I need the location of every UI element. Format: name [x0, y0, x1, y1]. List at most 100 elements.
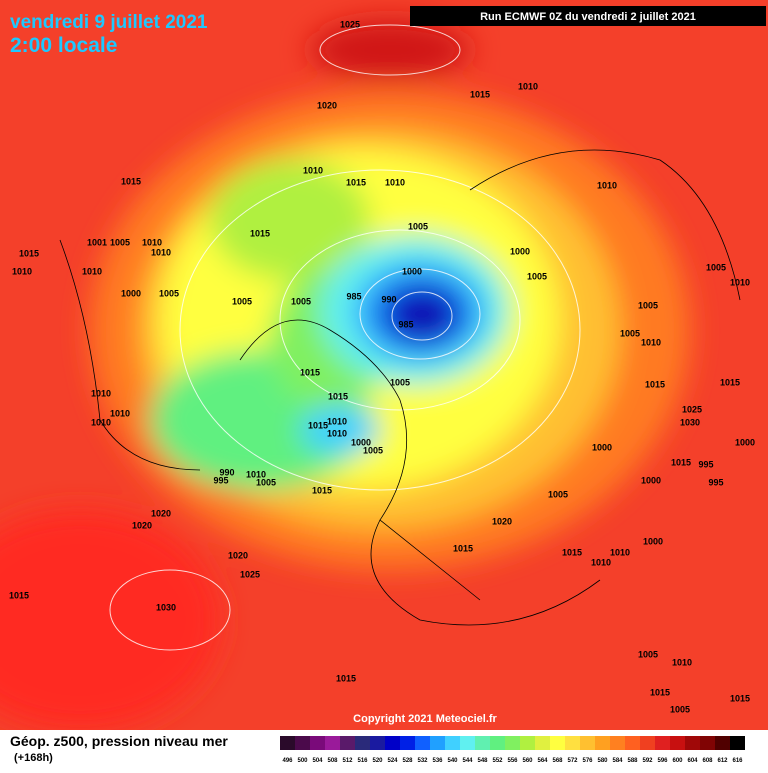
run-box [410, 6, 766, 26]
legend-title: Géop. z500, pression niveau mer [10, 733, 228, 749]
isobar-label: 1010 [12, 266, 32, 276]
isobar-label: 1015 [346, 177, 366, 187]
copyright: Copyright 2021 Meteociel.fr [353, 713, 497, 725]
isobar-label: 1015 [250, 228, 270, 238]
scale-label: 540 [447, 758, 458, 764]
isobar-label: 1015 [336, 673, 356, 683]
scale-label: 532 [417, 758, 428, 764]
color-scale: 496 500 504 508 512 516 520 524 528 532 536 540 544 5… [280, 736, 745, 764]
scale-label: 588 [627, 758, 638, 764]
scale-swatch [700, 736, 715, 750]
scale-swatch [310, 736, 325, 750]
isobar-label: 1005 [159, 288, 179, 298]
scale-label: 544 [462, 758, 473, 764]
isobar-label: 995 [213, 475, 228, 485]
isobar-label: 1010 [151, 247, 171, 257]
scale-swatch [430, 736, 445, 750]
scale-label: 512 [342, 758, 353, 764]
scale-swatch [715, 736, 730, 750]
isobar-label: 995 [708, 477, 723, 487]
isobar-label: 1010 [597, 180, 617, 190]
scale-label: 608 [702, 758, 713, 764]
isobar-label: 1000 [735, 437, 755, 447]
isobar-label: 1015 [9, 590, 29, 600]
scale-label: 576 [582, 758, 593, 764]
isobar-label: 1010 [385, 177, 405, 187]
isobar-label: 1010 [518, 81, 538, 91]
isobar-label: 1000 [351, 437, 371, 447]
isobar-label: 1015 [720, 377, 740, 387]
scale-label: 584 [612, 758, 623, 764]
scale-label: 520 [372, 758, 383, 764]
isobar-label: 990 [381, 294, 396, 304]
scale-swatch [610, 736, 625, 750]
isobar-label: 990 [219, 467, 234, 477]
isobar-label: 1020 [151, 508, 171, 518]
isobar-label: 1000 [641, 475, 661, 485]
scale-swatch [655, 736, 670, 750]
scale-label: 516 [357, 758, 368, 764]
isobar-label: 1030 [680, 417, 700, 427]
run-info: Run ECMWF 0Z du vendredi 2 juillet 2021 [480, 11, 696, 23]
isobar-label: 1015 [470, 89, 490, 99]
isobar-label: 1005 [638, 300, 658, 310]
isobar-label: 1030 [156, 602, 176, 612]
isobar-label: 1010 [91, 388, 111, 398]
scale-swatch [325, 736, 340, 750]
isobar-label: 1020 [132, 520, 152, 530]
forecast-date: vendredi 9 juillet 2021 [10, 12, 208, 33]
scale-swatch [505, 736, 520, 750]
scale-swatch [625, 736, 640, 750]
isobar-label: 1015 [121, 176, 141, 186]
isobar-label: 1005 [291, 296, 311, 306]
isobar-label: 1000 [121, 288, 141, 298]
isobar-label: 1025 [240, 569, 260, 579]
scale-swatch [640, 736, 655, 750]
legend-subtitle: (+168h) [14, 752, 53, 764]
scale-swatch [400, 736, 415, 750]
scale-swatch [460, 736, 475, 750]
isobar-label: 1015 [308, 420, 328, 430]
scale-label: 616 [732, 758, 743, 764]
isobar-label: 1005 [363, 445, 383, 455]
isobar-label: 1010 [142, 237, 162, 247]
isobar-label: 1020 [492, 516, 512, 526]
scale-label: 568 [552, 758, 563, 764]
scale-swatch [340, 736, 355, 750]
isobar-label: 995 [698, 459, 713, 469]
isobar-label: 1020 [228, 550, 248, 560]
scale-label: 496 [282, 758, 293, 764]
isobar-label: 1010 [641, 337, 661, 347]
isobar-label: 985 [398, 319, 413, 329]
scale-swatch [280, 736, 295, 750]
isobar-label: 1015 [562, 547, 582, 557]
scale-swatch [565, 736, 580, 750]
scale-swatch [535, 736, 550, 750]
scale-swatch [295, 736, 310, 750]
scale-label: 500 [297, 758, 308, 764]
isobar-label: 1005 [527, 271, 547, 281]
scale-label: 572 [567, 758, 578, 764]
isobar-label: 1015 [312, 485, 332, 495]
scale-label: 580 [597, 758, 608, 764]
isobar-label: 1005 [548, 489, 568, 499]
scale-swatch [580, 736, 595, 750]
isobar-label: 1015 [650, 687, 670, 697]
scale-swatch [475, 736, 490, 750]
scale-label: 528 [402, 758, 413, 764]
scale-swatch [445, 736, 460, 750]
isobar-label: 1020 [317, 100, 337, 110]
isobar-label: 1025 [682, 404, 702, 414]
isobar-label: 1010 [246, 469, 266, 479]
isobar-label: 1010 [327, 428, 347, 438]
scale-label: 524 [387, 758, 398, 764]
isobar-label: 1015 [645, 379, 665, 389]
map-field [0, 0, 768, 730]
isobar-label: 1005 [638, 649, 658, 659]
isobar-label: 1005 [110, 237, 130, 247]
scale-swatch [370, 736, 385, 750]
isobar-label: 1025 [340, 19, 360, 29]
isobar-label: 1010 [610, 547, 630, 557]
scale-swatch [415, 736, 430, 750]
